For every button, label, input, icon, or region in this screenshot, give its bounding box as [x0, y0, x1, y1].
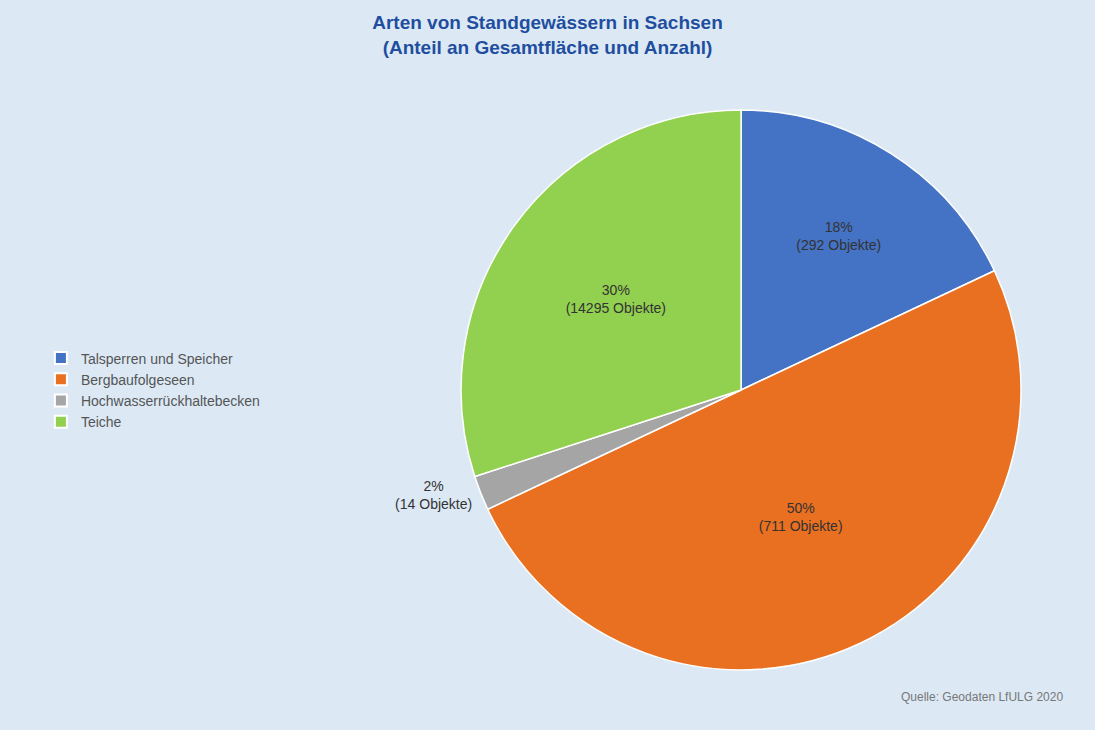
- svg-text:30%(14295 Objekte): 30%(14295 Objekte): [566, 282, 666, 316]
- svg-text:Hochwasserrückhaltebecken: Hochwasserrückhaltebecken: [81, 393, 260, 409]
- svg-text:18%(292 Objekte): 18%(292 Objekte): [796, 219, 881, 253]
- svg-text:Quelle: Geodaten LfULG 2020: Quelle: Geodaten LfULG 2020: [901, 690, 1063, 704]
- svg-text:Teiche: Teiche: [81, 414, 122, 430]
- svg-text:Arten von Standgewässern in Sa: Arten von Standgewässern in Sachsen(Ante…: [372, 12, 723, 58]
- svg-text:Talsperren und Speicher: Talsperren und Speicher: [81, 351, 233, 367]
- svg-text:2%(14 Objekte): 2%(14 Objekte): [395, 478, 472, 512]
- svg-text:50%(711 Objekte): 50%(711 Objekte): [759, 500, 843, 534]
- svg-text:Bergbaufolgeseen: Bergbaufolgeseen: [81, 372, 195, 388]
